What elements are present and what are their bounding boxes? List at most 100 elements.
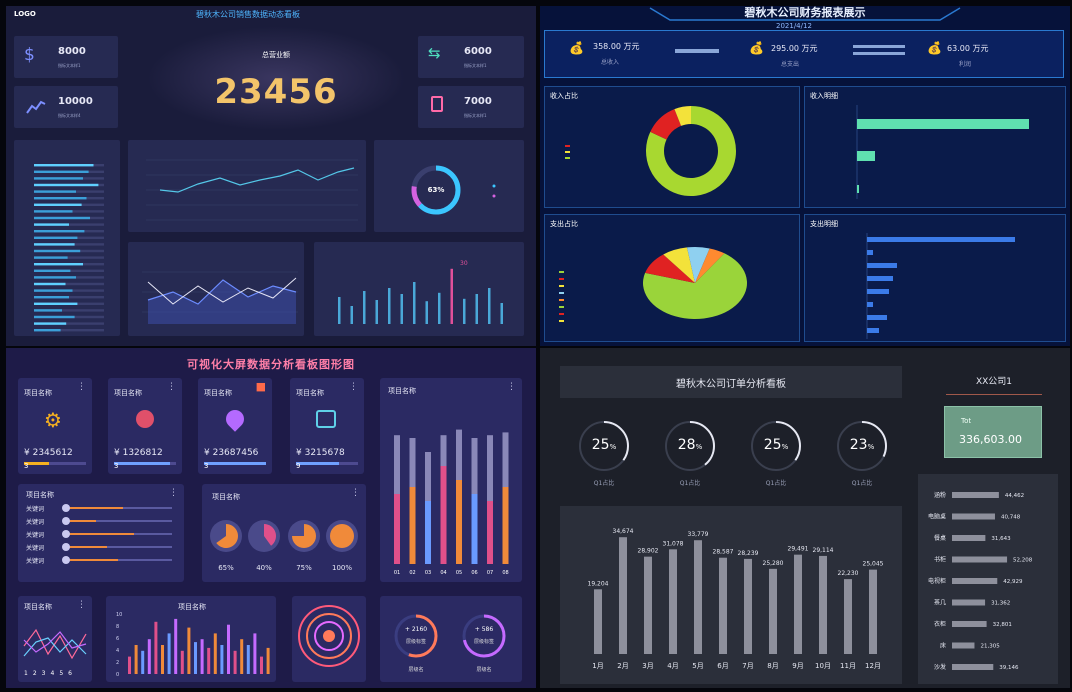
bar-peak-label: 30	[460, 260, 468, 267]
progress-track	[204, 462, 266, 465]
bar	[147, 639, 151, 674]
kpi-card[interactable]: 10000 指标文本样4	[14, 86, 118, 128]
data-label: 31,078	[663, 540, 684, 547]
slider-label: 关键词	[26, 506, 45, 513]
bar	[502, 487, 509, 564]
y-tick: 8	[116, 624, 119, 630]
bar	[952, 513, 995, 520]
gauge-arc	[751, 421, 801, 471]
more-icon[interactable]: ⋮	[507, 382, 516, 392]
bar	[594, 589, 602, 654]
slider-track[interactable]	[62, 504, 172, 512]
tick-label: 02	[409, 570, 415, 576]
y-tick: 2	[116, 660, 119, 666]
bar	[694, 540, 702, 654]
panel-title: 收入占比	[550, 92, 578, 100]
progress-fill	[34, 216, 90, 220]
kpi-card[interactable]: 7000 指标文本样1	[418, 86, 524, 128]
metric-card[interactable]: 项目名称 ■ ¥ 23687456 3	[198, 378, 272, 474]
stat-label: 总收入	[601, 59, 620, 66]
bar-chart-panel: 30	[314, 242, 524, 336]
tick-label: 3月	[642, 662, 653, 670]
tick-label: 2月	[617, 662, 628, 670]
kpi-card[interactable]: ⇆ 6000 指标文本样1	[418, 36, 524, 78]
level: 3	[204, 462, 209, 470]
kpi-value: 6000	[464, 46, 492, 57]
progress-fill	[34, 164, 94, 167]
legend-swatch	[559, 278, 564, 280]
metric-card[interactable]: 项目名称 ⋮ ⚙ ¥ 2345612 3	[18, 378, 92, 474]
bar-panel: 项目名称 10 8 6 4 2 0	[106, 596, 276, 682]
bar	[220, 645, 224, 674]
kpi-value: 7000	[464, 96, 492, 107]
gauge: 25% Q1占比	[576, 418, 632, 488]
kpi-card[interactable]: $ 8000 指标文本样1	[14, 36, 118, 78]
metric-card[interactable]: 项目名称 ⋮ ¥ 1326812 3	[108, 378, 182, 474]
more-icon[interactable]: ⋮	[169, 488, 178, 498]
gauge-value: 25%	[591, 437, 617, 453]
document-icon	[431, 96, 443, 112]
income-ratio-panel: 收入占比	[544, 86, 800, 208]
bar	[253, 633, 257, 674]
progress-fill	[34, 289, 73, 292]
order-dashboard: 碧秋木公司订单分析看板 XX公司1 Tot 336,603.00 25% Q1占比…	[540, 348, 1070, 688]
more-icon[interactable]: ⋮	[351, 488, 360, 498]
level: 9	[296, 462, 301, 470]
circuit-icon	[316, 410, 336, 428]
slider-track[interactable]	[62, 556, 172, 564]
trend-chart-icon	[26, 100, 46, 114]
slider-track[interactable]	[62, 530, 172, 538]
progress-track	[24, 462, 86, 465]
bar	[487, 501, 493, 564]
more-icon[interactable]: ⋮	[77, 600, 86, 610]
legend-swatch	[559, 320, 564, 322]
divider	[675, 49, 719, 53]
kpi-value: 8000	[58, 46, 86, 57]
progress-fill	[34, 282, 66, 286]
progress-fill	[34, 183, 99, 187]
total-card[interactable]: Tot 336,603.00	[944, 406, 1042, 458]
legend-swatch	[565, 151, 570, 153]
slider-track[interactable]	[62, 543, 172, 551]
kpi-value: 10000	[58, 96, 93, 107]
tick-label: 05	[456, 570, 462, 576]
data-label: 28,902	[638, 548, 659, 555]
pie-label: 40%	[256, 564, 272, 572]
card-value: ¥ 1326812	[114, 448, 163, 458]
tick-label: 1月	[592, 662, 603, 670]
bar	[952, 578, 998, 584]
progress-fill	[34, 223, 69, 226]
data-label: 34,674	[613, 528, 634, 535]
bar	[819, 555, 827, 654]
bar	[200, 639, 204, 674]
bar	[867, 302, 873, 307]
slider-track[interactable]	[62, 517, 172, 525]
more-icon[interactable]: ⋮	[167, 382, 176, 392]
data-label: 28,587	[713, 549, 734, 556]
progress-fill	[34, 210, 73, 213]
expense-detail-panel: 支出明细	[804, 214, 1066, 342]
slider-label: 关键词	[26, 532, 45, 539]
monthly-bar-panel: 19,204 1月 34,674 2月 28,902 3月 31,078 4月 33,779 5月…	[560, 506, 902, 684]
data-label: 28,239	[738, 550, 759, 557]
bar	[952, 621, 987, 627]
metric-card[interactable]: 项目名称 ⋮ ¥ 3215678 9	[290, 378, 364, 474]
donut-slice	[674, 106, 692, 127]
category-bar-chart: 涵粉 44,462 电脑桌 40,748 餐桌 31,643 书柜 52,208 电视柜 42,9…	[928, 491, 1033, 671]
bar	[952, 492, 999, 498]
pie-slice	[264, 524, 276, 546]
bar	[233, 650, 237, 674]
more-icon[interactable]: ⋮	[349, 382, 358, 392]
card-value: ¥ 3215678	[296, 448, 345, 458]
data-label: 31,643	[991, 536, 1011, 542]
bar	[471, 494, 478, 564]
flag-icon: ■	[255, 380, 266, 393]
gauge-value: 28%	[677, 437, 703, 453]
more-icon[interactable]: ⋮	[77, 382, 86, 392]
bar	[794, 554, 802, 654]
tick-label: 08	[502, 570, 508, 576]
progress-fill	[34, 230, 85, 233]
pie-slice	[663, 247, 695, 283]
category-label: 沙发	[934, 663, 946, 671]
pie-slice	[643, 253, 747, 319]
